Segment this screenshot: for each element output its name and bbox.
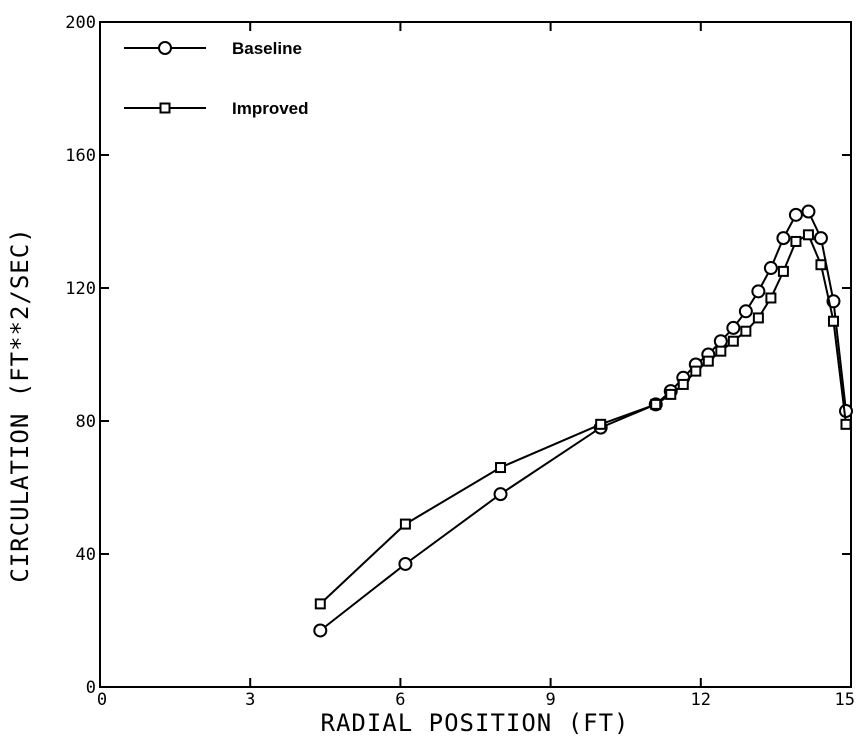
- x-tick-label: 0: [97, 690, 107, 710]
- x-axis-label: RADIAL POSITION (FT): [321, 709, 630, 737]
- data-point-improved: [314, 598, 326, 610]
- y-tick-label: 80: [76, 412, 96, 432]
- x-tick-label: 6: [395, 690, 405, 710]
- data-point-baseline: [838, 404, 853, 419]
- data-point-baseline: [763, 261, 778, 276]
- y-tick-label: 120: [65, 279, 96, 299]
- y-axis-label: CIRCULATION (FT**2/SEC): [6, 227, 34, 582]
- x-tick-label: 9: [545, 690, 555, 710]
- data-point-baseline: [776, 231, 791, 246]
- data-point-improved: [765, 292, 777, 304]
- data-point-improved: [702, 355, 714, 367]
- axis-ticks: [99, 21, 852, 688]
- data-point-improved: [690, 365, 702, 377]
- data-point-improved: [595, 418, 607, 430]
- legend-marker-baseline: [158, 41, 172, 55]
- legend: Baseline Improved: [124, 39, 309, 118]
- data-point-improved: [790, 235, 802, 247]
- y-tick-label: 40: [76, 545, 96, 565]
- plot-frame: [99, 21, 852, 688]
- data-point-improved: [399, 518, 411, 530]
- data-point-improved: [740, 325, 752, 337]
- data-point-baseline: [313, 623, 328, 638]
- data-point-baseline: [713, 334, 728, 349]
- data-point-baseline: [788, 207, 803, 222]
- data-point-baseline: [813, 231, 828, 246]
- data-point-improved: [777, 265, 789, 277]
- series-baseline: [313, 204, 853, 638]
- data-point-baseline: [726, 320, 741, 335]
- data-point-improved: [840, 418, 852, 430]
- data-point-improved: [677, 378, 689, 390]
- series-line-baseline: [319, 210, 847, 632]
- data-point-improved: [827, 315, 839, 327]
- data-point-improved: [815, 259, 827, 271]
- data-point-improved: [495, 462, 507, 474]
- legend-label-baseline: Baseline: [232, 39, 302, 58]
- y-tick-label: 0: [86, 678, 96, 698]
- y-tick-label: 160: [65, 146, 96, 166]
- data-point-improved: [802, 229, 814, 241]
- series-line-improved: [319, 233, 847, 605]
- data-point-improved: [650, 398, 662, 410]
- data-point-improved: [727, 335, 739, 347]
- data-point-baseline: [493, 487, 508, 502]
- data-point-baseline: [398, 556, 413, 571]
- data-point-improved: [752, 312, 764, 324]
- data-point-baseline: [751, 284, 766, 299]
- tick-labels: 0 3 6 9 12 15 0 40 80 120 160 200: [65, 13, 855, 710]
- data-point-improved: [665, 388, 677, 400]
- series-improved: [314, 229, 852, 610]
- x-tick-label: 12: [691, 690, 711, 710]
- data-point-baseline: [801, 204, 816, 219]
- data-point-baseline: [738, 304, 753, 319]
- legend-marker-improved: [159, 102, 171, 114]
- legend-label-improved: Improved: [232, 99, 309, 118]
- y-tick-label: 200: [65, 13, 96, 33]
- x-tick-label: 15: [835, 690, 855, 710]
- series-layer: [313, 204, 853, 638]
- data-point-improved: [715, 345, 727, 357]
- x-tick-label: 3: [245, 690, 255, 710]
